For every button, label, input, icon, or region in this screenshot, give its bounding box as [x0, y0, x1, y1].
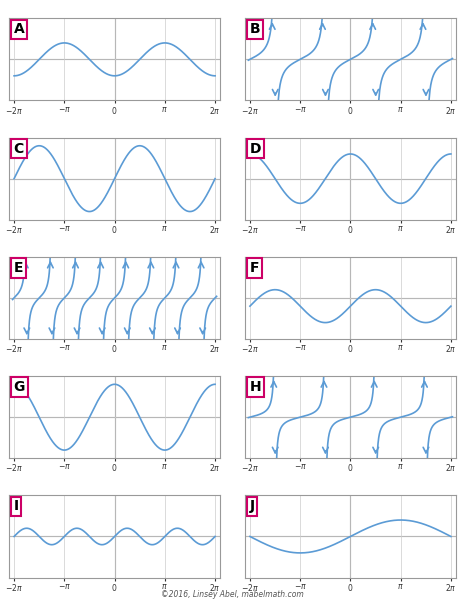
Text: B: B — [249, 22, 260, 36]
Text: A: A — [13, 22, 24, 36]
Text: H: H — [249, 380, 261, 394]
Text: G: G — [13, 380, 25, 394]
Text: C: C — [13, 142, 24, 156]
Text: D: D — [249, 142, 261, 156]
Text: F: F — [249, 261, 259, 275]
Text: E: E — [13, 261, 23, 275]
Text: J: J — [249, 499, 254, 513]
Text: I: I — [13, 499, 19, 513]
Text: ©2016, Linsey Abel, mabelmath.com: ©2016, Linsey Abel, mabelmath.com — [161, 590, 304, 599]
